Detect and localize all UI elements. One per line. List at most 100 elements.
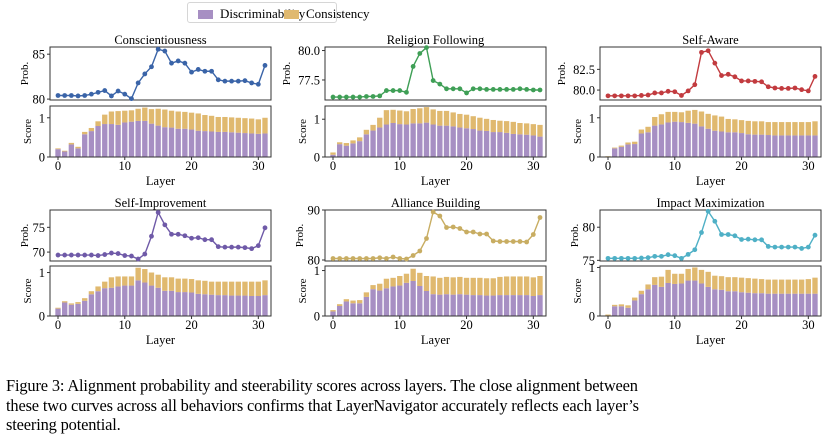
bar-discriminability	[503, 295, 510, 316]
bar-consistency	[430, 276, 436, 295]
prob-point	[95, 253, 101, 258]
legend-label-discriminability: Discriminability	[220, 6, 306, 21]
prob-point	[497, 239, 503, 244]
bar-discriminability	[175, 292, 181, 316]
prob-point	[397, 256, 403, 261]
prob-point	[444, 86, 449, 92]
bar-discriminability	[805, 293, 811, 316]
bar-consistency	[202, 115, 208, 132]
prob-point	[88, 91, 94, 97]
line-ytick-label: 80	[33, 93, 46, 107]
prob-point	[370, 256, 376, 261]
bar-discriminability	[343, 145, 350, 157]
bar-discriminability	[792, 293, 798, 316]
bar-discriminability	[672, 283, 678, 316]
bar-discriminability	[155, 125, 161, 157]
bar-ytick-label: 0	[314, 310, 320, 324]
bar-consistency	[397, 110, 403, 125]
bar-consistency	[175, 111, 181, 129]
prob-point	[397, 88, 403, 93]
bar-consistency	[812, 277, 818, 294]
bar-consistency	[155, 108, 161, 126]
bar-discriminability	[625, 307, 631, 316]
caption-line-2: these two curves across all behaviors co…	[6, 395, 639, 415]
prob-point	[384, 256, 389, 261]
bar-consistency	[752, 278, 758, 294]
prob-point	[457, 226, 463, 231]
prob-point	[249, 80, 255, 86]
bar-consistency	[255, 119, 261, 134]
prob-point	[169, 231, 174, 237]
bar-consistency	[470, 277, 476, 296]
bar-discriminability	[82, 134, 88, 157]
bar-ylabel: Score	[572, 278, 584, 303]
line-ylabel: Prob.	[19, 223, 31, 247]
bar-xtick-label: 10	[669, 159, 682, 173]
prob-point	[504, 239, 510, 244]
bar-consistency	[672, 111, 678, 122]
bar-consistency	[457, 113, 463, 128]
bar-consistency	[705, 113, 711, 129]
bar-consistency	[255, 281, 261, 296]
bar-consistency	[242, 281, 248, 296]
prob-point	[343, 94, 349, 100]
bar-xtick-label: 30	[802, 318, 815, 332]
bar-discriminability	[337, 144, 343, 157]
bar-consistency	[503, 276, 510, 296]
prob-line	[333, 210, 541, 260]
prob-point	[417, 248, 423, 254]
bar-consistency	[357, 137, 363, 142]
bar-consistency	[108, 111, 115, 125]
prob-point	[437, 81, 443, 87]
bar-discriminability	[510, 295, 516, 316]
bar-discriminability	[618, 306, 625, 316]
bar-consistency	[618, 304, 625, 307]
bar-xtick-label: 10	[119, 159, 132, 173]
prob-point	[484, 87, 489, 92]
line-ytick-label: 82.5	[573, 63, 595, 77]
bar-discriminability	[262, 133, 268, 157]
bar-consistency	[135, 267, 141, 281]
prob-point	[504, 87, 510, 92]
bar-discriminability	[215, 131, 221, 157]
bar-discriminability	[262, 295, 268, 316]
prob-line	[608, 209, 816, 260]
prob-point	[699, 230, 704, 235]
bar-discriminability	[202, 131, 208, 157]
prob-point	[652, 253, 658, 259]
bar-consistency	[738, 277, 745, 293]
line-ytick-label: 70	[33, 246, 46, 260]
prob-point	[424, 45, 429, 50]
prob-line	[58, 210, 266, 260]
prob-point	[417, 51, 423, 56]
prob-point	[115, 88, 121, 94]
prob-point	[659, 253, 664, 259]
line-ytick-label: 77.5	[298, 73, 320, 87]
bar-consistency	[417, 272, 423, 286]
prob-point	[725, 71, 731, 77]
line-axes-frame	[599, 209, 822, 262]
prob-point	[484, 231, 489, 237]
bar-discriminability	[337, 306, 343, 316]
bar-discriminability	[202, 294, 208, 316]
bar-discriminability	[523, 134, 530, 157]
bar-discriminability	[383, 124, 390, 157]
prob-point	[209, 68, 214, 74]
bar-xtick-label: 30	[252, 159, 265, 173]
bar-xtick-label: 10	[119, 318, 132, 332]
bar-discriminability	[62, 151, 68, 157]
bar-consistency	[685, 110, 691, 123]
bar-discriminability	[437, 125, 443, 157]
bar-discriminability	[658, 124, 665, 157]
bar-discriminability	[685, 122, 691, 157]
bar-discriminability	[423, 291, 430, 316]
bar-ytick-label: 0	[39, 151, 45, 165]
bar-discriminability	[625, 144, 631, 157]
legend: Discriminability Consistency	[187, 2, 370, 23]
bar-consistency	[102, 114, 108, 125]
bar-consistency	[350, 140, 356, 144]
bar-consistency	[390, 277, 396, 287]
bar-consistency	[235, 117, 241, 133]
prob-point	[162, 48, 168, 54]
